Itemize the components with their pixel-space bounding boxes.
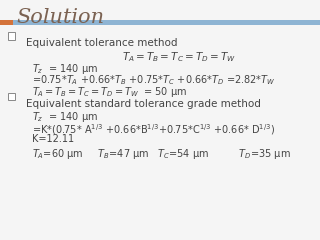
FancyBboxPatch shape bbox=[0, 20, 13, 25]
Text: $T_A$=60 μm     $T_B$=47 μm   $T_C$=54 μm          $T_D$=35 μm: $T_A$=60 μm $T_B$=47 μm $T_C$=54 μm $T_D… bbox=[32, 147, 291, 161]
Text: $T_z$  = 140 μm: $T_z$ = 140 μm bbox=[32, 110, 98, 124]
Text: Equivalent standard tolerance grade method: Equivalent standard tolerance grade meth… bbox=[26, 99, 260, 109]
FancyBboxPatch shape bbox=[8, 93, 15, 100]
FancyBboxPatch shape bbox=[0, 20, 320, 25]
Text: =K*(0.75* A$^{1/3}$ +0.66*B$^{1/3}$+0.75*C$^{1/3}$ +0.66* D$^{1/3}$): =K*(0.75* A$^{1/3}$ +0.66*B$^{1/3}$+0.75… bbox=[32, 122, 275, 137]
Text: Solution: Solution bbox=[16, 8, 104, 27]
Text: $T_z$  = 140 μm: $T_z$ = 140 μm bbox=[32, 62, 98, 76]
Text: $T_A$$=$$T_B$$=$$T_C$$=$$T_D$$=$$T_W$: $T_A$$=$$T_B$$=$$T_C$$=$$T_D$$=$$T_W$ bbox=[122, 50, 236, 64]
Text: K=12.11: K=12.11 bbox=[32, 134, 74, 144]
Text: =0.75*$T_A$ +0.66*$T_B$ +0.75*$T_C$ +0.66*$T_D$ =2.82*$T_W$: =0.75*$T_A$ +0.66*$T_B$ +0.75*$T_C$ +0.6… bbox=[32, 74, 276, 88]
FancyBboxPatch shape bbox=[8, 32, 15, 40]
Text: Equivalent tolerance method: Equivalent tolerance method bbox=[26, 38, 177, 48]
Text: $T_A$$=$$T_B$$=$$T_C$$=$$T_D$$=$$T_W$  = 50 μm: $T_A$$=$$T_B$$=$$T_C$$=$$T_D$$=$$T_W$ = … bbox=[32, 85, 187, 99]
